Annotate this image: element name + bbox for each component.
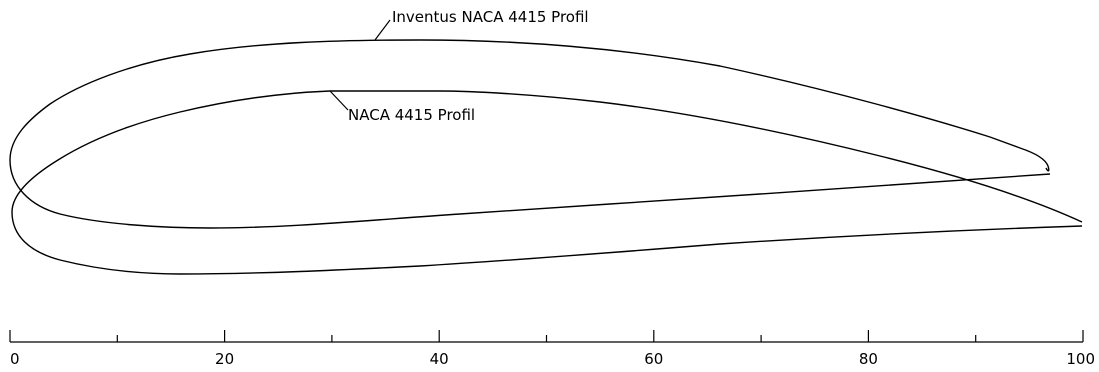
tick-label-100: 100 [1066, 350, 1095, 368]
scale-axis: 0 20 40 60 80 100 [9, 330, 1095, 368]
inner-label-leader [329, 90, 349, 111]
tick-label-80: 80 [859, 350, 878, 368]
tick-label-40: 40 [430, 350, 449, 368]
inner-profile-label: NACA 4415 Profil [348, 106, 475, 124]
tick-label-60: 60 [644, 350, 663, 368]
outer-profile-curve [9, 39, 1051, 229]
outer-label-leader [374, 19, 391, 41]
outer-profile-label: Inventus NACA 4415 Profil [392, 8, 589, 26]
tick-label-0: 0 [10, 350, 20, 368]
tick-label-20: 20 [215, 350, 234, 368]
inner-profile-curve [11, 90, 1083, 275]
